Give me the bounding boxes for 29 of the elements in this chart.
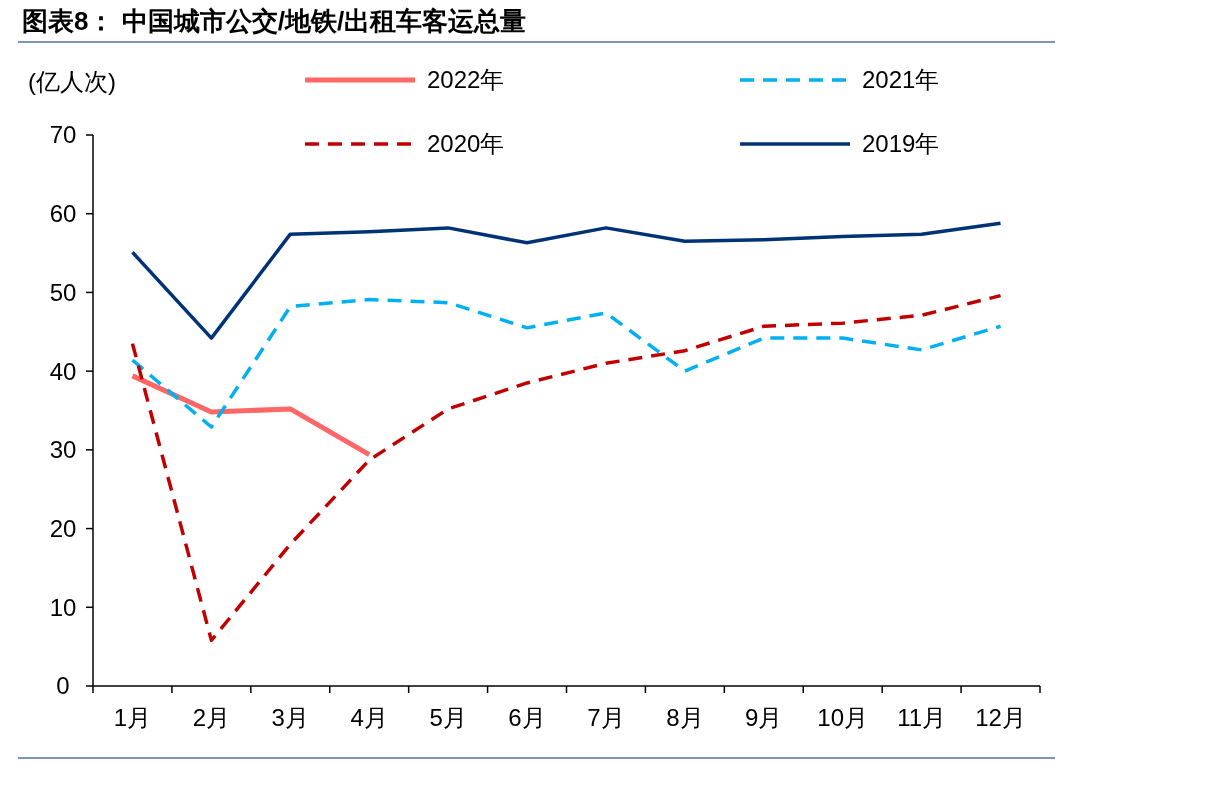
x-tick-label: 5月 — [429, 704, 467, 731]
x-tick-label: 6月 — [508, 704, 546, 731]
line-series — [130, 293, 1003, 643]
y-axis-title: (亿人次) — [28, 68, 116, 95]
x-tick-label: 4月 — [350, 704, 388, 731]
legend-label: 2019年 — [862, 130, 940, 158]
y-tick-label: 30 — [49, 436, 77, 464]
x-tick-label: 8月 — [666, 704, 704, 731]
line-series — [130, 221, 1003, 340]
y-tick-label: 40 — [49, 357, 77, 385]
x-tick-label: 12月 — [975, 704, 1026, 731]
legend-label: 2022年 — [427, 66, 505, 94]
line-series — [130, 297, 1003, 429]
y-tick-label: 70 — [49, 121, 77, 149]
x-tick-label: 11月 — [897, 704, 947, 731]
legend-label: 2021年 — [862, 66, 940, 94]
x-tick-label: 3月 — [271, 704, 309, 731]
y-tick-label: 10 — [49, 593, 77, 621]
x-tick-label: 9月 — [745, 704, 783, 731]
x-tick-label: 1月 — [113, 704, 152, 731]
x-tick-label: 7月 — [587, 704, 625, 731]
y-tick-label: 60 — [49, 200, 77, 228]
x-tick-label: 10月 — [817, 704, 869, 731]
chart-title: 图表8： 中国城市公交/地铁/出租车客运总量 — [22, 6, 527, 36]
legend-label: 2020年 — [427, 130, 505, 158]
x-tick-label: 2月 — [192, 704, 231, 731]
y-tick-label: 50 — [49, 278, 77, 306]
y-tick-label: 20 — [49, 514, 77, 542]
y-tick-label: 0 — [56, 672, 70, 700]
